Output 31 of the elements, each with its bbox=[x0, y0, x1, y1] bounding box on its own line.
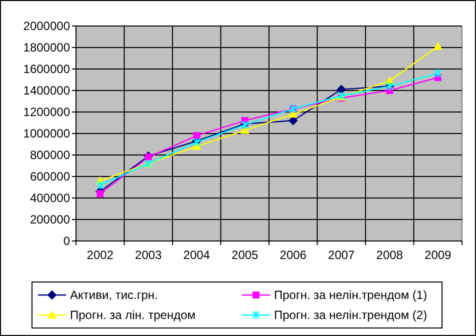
y-tick-label: 800000 bbox=[30, 148, 70, 162]
y-tick-label: 1200000 bbox=[23, 105, 70, 120]
y-tick-label: 1400000 bbox=[23, 84, 70, 98]
y-tick-label: 1600000 bbox=[23, 62, 70, 76]
point bbox=[240, 126, 250, 134]
point bbox=[96, 180, 104, 190]
y-tick-label: 2000000 bbox=[23, 19, 70, 34]
point bbox=[96, 190, 104, 198]
point bbox=[434, 68, 442, 78]
y-tick-label: 400000 bbox=[30, 191, 70, 206]
legend-label: Прогн. за нелін.трендом (1) bbox=[274, 288, 428, 302]
legend-label: Прогн. за нелін.трендом (2) bbox=[274, 308, 428, 322]
legend-label: Прогн. за лін. трендом bbox=[70, 308, 196, 322]
x-tick-label: 2005 bbox=[232, 248, 259, 262]
y-tick-label: 0 bbox=[63, 234, 70, 248]
x-tick-label: 2009 bbox=[424, 248, 452, 262]
y-tick-label: 1000000 bbox=[23, 126, 70, 141]
point bbox=[336, 84, 346, 94]
x-tick-label: 2002 bbox=[86, 248, 114, 262]
y-tick-label: 200000 bbox=[30, 212, 70, 227]
y-tick-label: 600000 bbox=[30, 170, 70, 184]
x-tick-label: 2004 bbox=[183, 248, 210, 262]
legend-label: Активи, тис.грн. bbox=[70, 288, 158, 302]
x-tick-label: 2003 bbox=[135, 248, 162, 262]
y-tick-label: 1800000 bbox=[23, 40, 70, 55]
point bbox=[193, 132, 200, 140]
point bbox=[433, 42, 442, 50]
x-tick-label: 2008 bbox=[376, 248, 404, 262]
point bbox=[144, 154, 152, 161]
x-tick-label: 2007 bbox=[328, 248, 356, 262]
x-tick-label: 2006 bbox=[280, 248, 307, 262]
